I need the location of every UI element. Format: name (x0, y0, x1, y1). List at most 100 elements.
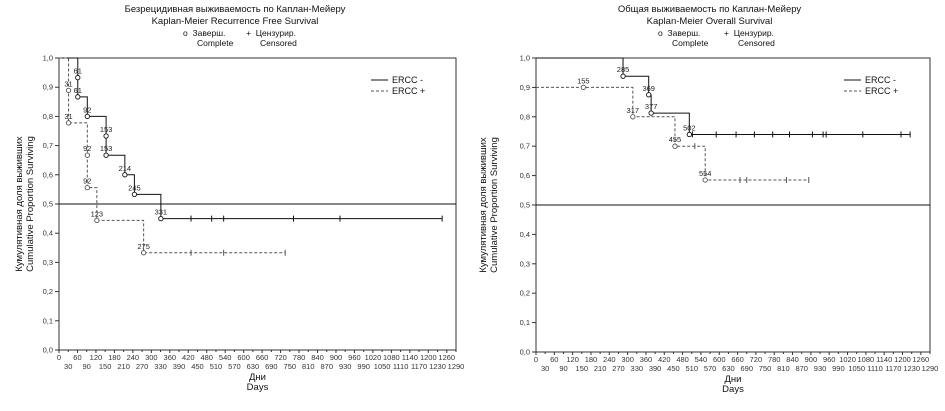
x-tick-label: 450 (667, 364, 680, 373)
event-label: 92 (83, 105, 91, 114)
event-marker (122, 172, 128, 178)
x-tick-label: 510 (210, 362, 223, 371)
x-tick-label: 330 (631, 364, 644, 373)
x-axis-label-ru: Дни (725, 374, 742, 385)
complete-label-ru: Заверш. (192, 28, 226, 38)
x-tick-label: 240 (603, 355, 616, 364)
y-tick-label: 0,2 (43, 287, 53, 296)
event-marker (65, 87, 72, 94)
event-label: 153 (100, 125, 113, 134)
y-tick-label: 0,7 (43, 141, 53, 150)
event-label: 31 (64, 112, 72, 121)
legend-label-ercc-pos: ERCC + (392, 86, 425, 96)
x-tick-label: 750 (759, 364, 772, 373)
event-label: 123 (91, 209, 104, 218)
event-marker (140, 250, 147, 256)
event-label: 155 (577, 76, 590, 85)
x-tick-label: 120 (566, 355, 579, 364)
x-tick-label: 1080 (383, 353, 400, 362)
os-chart-panel: Общая выживаемость по Каплан-Мейеру Kapl… (474, 0, 945, 411)
x-axis-label-ru: Дни (249, 372, 266, 383)
x-tick-label: 1170 (885, 364, 901, 373)
x-tick-label: 750 (284, 362, 297, 371)
x-tick-label: 720 (274, 353, 287, 362)
x-tick-label: 1200 (420, 353, 437, 362)
x-tick-label: 390 (173, 362, 186, 371)
x-tick-label: 150 (576, 364, 589, 373)
x-tick-label: 120 (90, 353, 103, 362)
event-label: 502 (683, 123, 696, 132)
event-marker (84, 113, 90, 120)
x-tick-label: 810 (777, 364, 790, 373)
event-marker (686, 131, 692, 138)
legend-complete: o Заверш. Complete (183, 28, 233, 48)
x-tick-label: 1200 (894, 355, 911, 364)
legend-label-ercc-pos: ERCC + (865, 86, 898, 96)
x-tick-label: 540 (219, 353, 232, 362)
x-tick-label: 270 (136, 362, 149, 371)
x-tick-label: 600 (713, 355, 726, 364)
os-plot: 0,00,10,20,30,40,50,60,70,80,91,00 60 120 1… (478, 54, 938, 396)
event-label: 92 (83, 144, 91, 153)
x-tick-label: 210 (117, 362, 130, 371)
x-tick-label: 1050 (848, 364, 865, 373)
censored-label-ru: Цензурир. (255, 28, 296, 38)
x-tick-label: 300 (145, 353, 158, 362)
event-marker (672, 143, 678, 149)
event-marker (75, 94, 81, 100)
x-tick-label: 360 (164, 353, 177, 362)
x-tick-label: 0 (57, 353, 61, 362)
event-marker (131, 191, 138, 198)
event-label: 31 (64, 79, 72, 88)
x-tick-label: 510 (686, 364, 699, 373)
x-tick-label: 390 (649, 364, 662, 373)
legend-censored: + Цензурир. Censored (724, 28, 775, 48)
series-legend: ERCC -ERCC + (371, 75, 425, 96)
survival-curve-ercc-pos (536, 86, 809, 181)
y-tick-label: 0,8 (520, 112, 530, 121)
event-label: 153 (100, 144, 113, 153)
survival-curve-ercc-pos (59, 57, 286, 254)
complete-label-ru: Заверш. (667, 28, 701, 38)
x-tick-label: 660 (731, 355, 744, 364)
legend-complete: o Заверш. Complete (658, 28, 708, 48)
x-tick-label: 1140 (876, 355, 892, 364)
y-tick-label: 1,0 (520, 54, 530, 63)
event-marker (648, 110, 654, 116)
x-tick-label: 1080 (858, 355, 875, 364)
event-label: 61 (74, 86, 82, 95)
x-axis-label-en: Days (722, 384, 744, 395)
x-tick-label: 570 (228, 362, 241, 371)
event-marker (94, 217, 100, 224)
x-tick-label: 180 (585, 355, 598, 364)
y-axis-label-en: Cumulative Proportion Surviving (25, 136, 36, 272)
x-tick-label: 1230 (903, 364, 920, 373)
x-tick-label: 630 (722, 364, 735, 373)
x-tick-label: 1260 (438, 353, 455, 362)
x-tick-label: 1170 (411, 362, 427, 371)
y-tick-label: 0,4 (43, 229, 53, 238)
x-tick-label: 1020 (839, 355, 856, 364)
event-marker (158, 215, 164, 222)
event-label: 92 (83, 177, 91, 186)
x-tick-label: 1110 (867, 364, 883, 373)
y-axis-label-ru: Кумулятивная доля выживших (14, 136, 25, 272)
x-tick-label: 540 (695, 355, 708, 364)
chart-title-ru: Общая выживаемость по Каплан-Мейеру (617, 4, 802, 15)
x-tick-label: 420 (658, 355, 671, 364)
censored-label-en: Censored (260, 38, 297, 48)
event-label: 331 (155, 208, 168, 217)
x-tick-label: 450 (191, 362, 204, 371)
x-tick-label: 0 (534, 355, 538, 364)
legend-label-ercc-neg: ERCC - (865, 75, 896, 85)
x-tick-label: 60 (73, 353, 81, 362)
y-tick-label: 0,6 (43, 170, 53, 179)
event-marker (75, 74, 81, 81)
x-tick-label: 180 (108, 353, 121, 362)
x-tick-label: 840 (311, 353, 324, 362)
x-axis-label-en: Days (247, 382, 269, 393)
x-tick-label: 720 (750, 355, 763, 364)
y-tick-label: 0,2 (520, 289, 530, 298)
event-label: 455 (669, 135, 682, 144)
rfs-chart-panel: Безрецидивная выживаемость по Каплан-Мей… (0, 0, 470, 411)
